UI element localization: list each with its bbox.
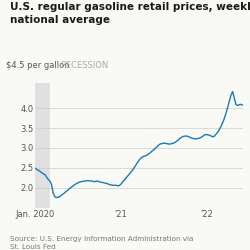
Text: $4.5 per gallon: $4.5 per gallon	[6, 61, 70, 70]
Bar	[35, 82, 50, 208]
Text: RECESSION: RECESSION	[60, 61, 108, 70]
Text: Source: U.S. Energy Information Administration via
St. Louis Fed: Source: U.S. Energy Information Administ…	[10, 236, 194, 250]
Text: U.S. regular gasoline retail prices, weekly
national average: U.S. regular gasoline retail prices, wee…	[10, 2, 250, 25]
